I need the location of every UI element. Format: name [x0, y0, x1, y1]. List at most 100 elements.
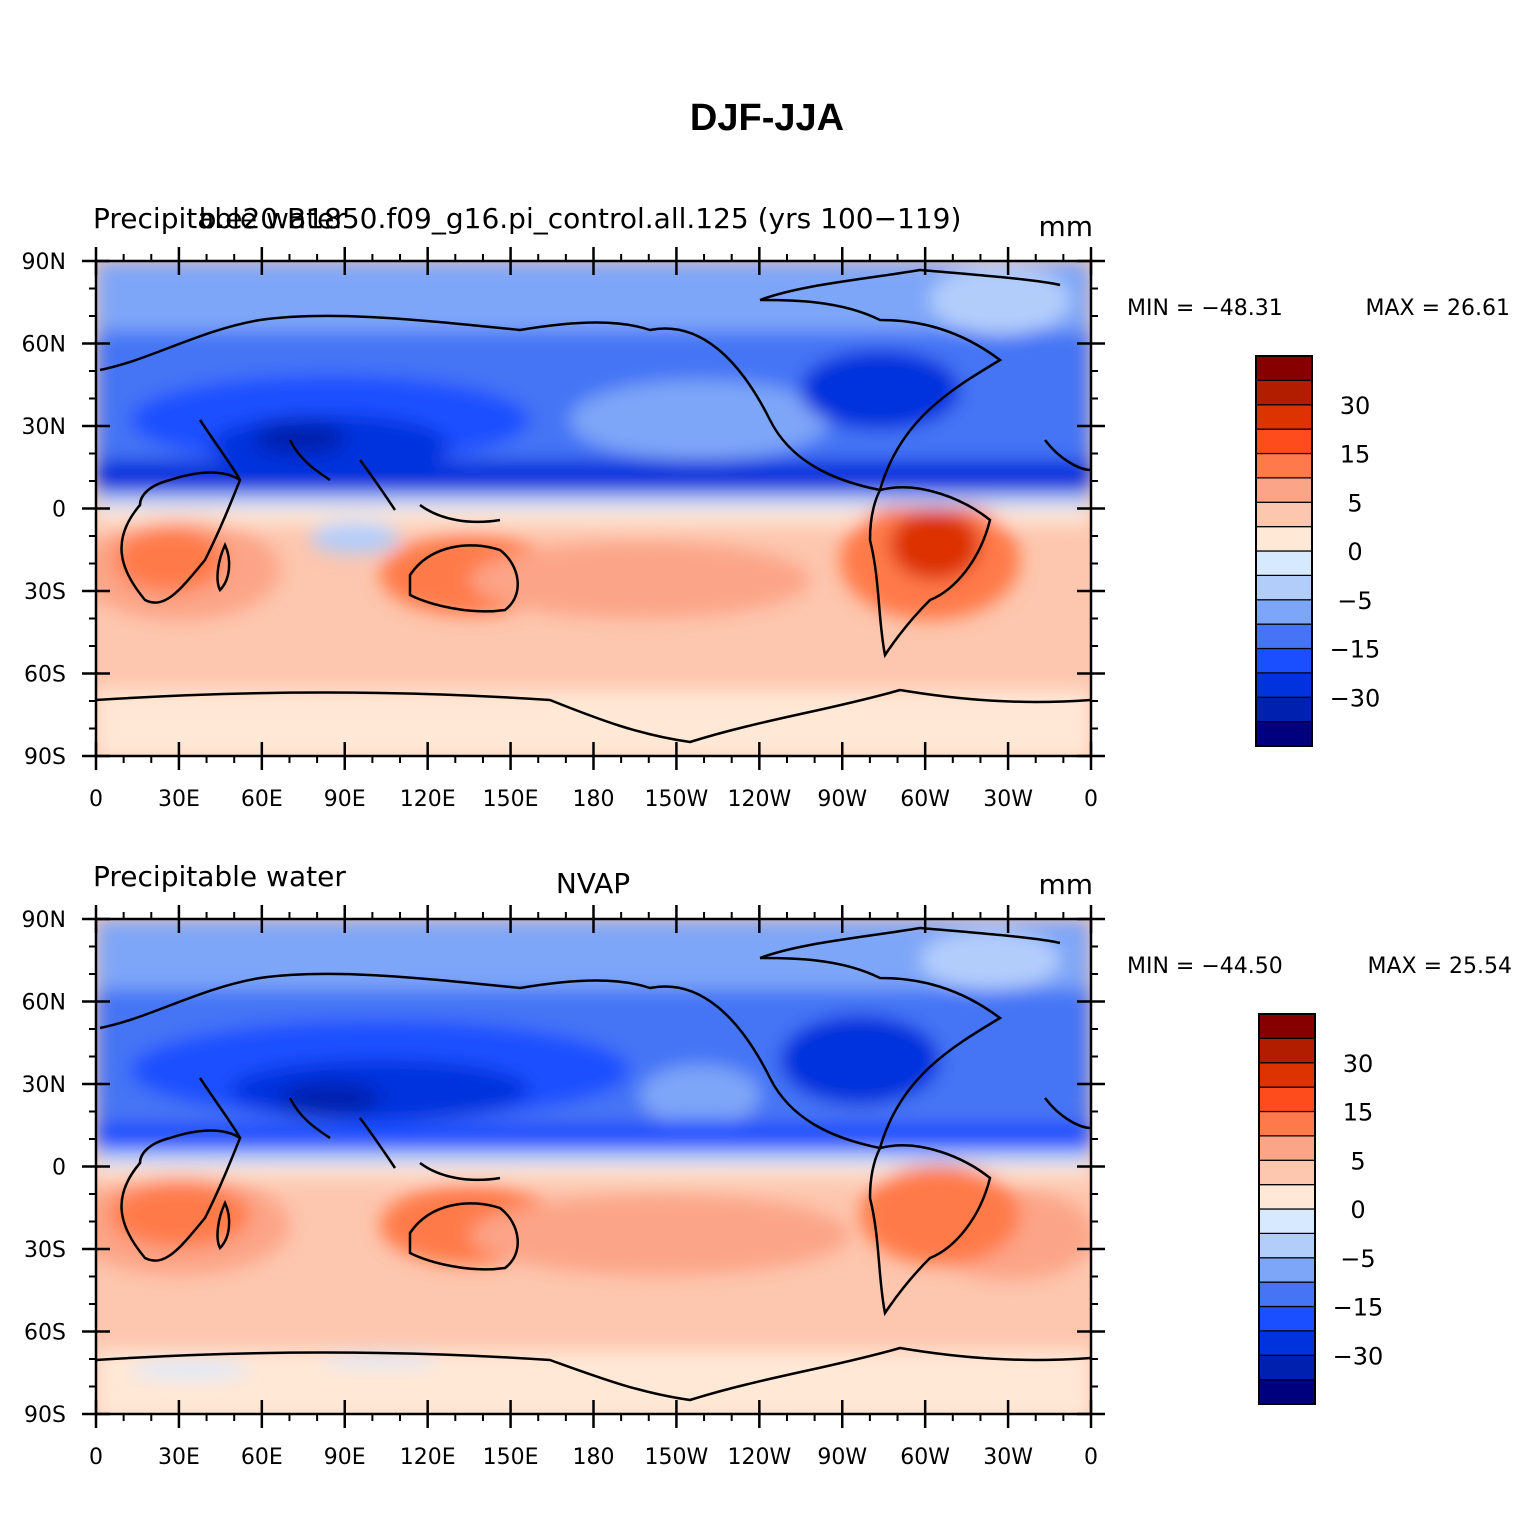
colorbar-swatch — [1255, 404, 1313, 430]
colorbar-swatch — [1258, 1281, 1316, 1308]
colorbar-swatch — [1255, 526, 1313, 552]
lon-tick-label: 30E — [158, 1445, 200, 1470]
lon-tick-label: 0 — [89, 1445, 103, 1470]
lon-tick-label: 180 — [573, 787, 615, 812]
lon-tick-label: 120W — [727, 787, 791, 812]
lat-tick-label: 30S — [24, 580, 66, 605]
panel-2-case-label: NVAP — [556, 867, 630, 900]
colorbar-swatch — [1258, 1354, 1316, 1381]
colorbar-swatch — [1258, 1232, 1316, 1259]
colorbar-label: 0 — [1347, 538, 1362, 566]
colorbar-label: 15 — [1343, 1099, 1374, 1127]
colorbar-swatch — [1255, 574, 1313, 601]
panel-2-colorbar: 30 15 5 0 −5 −15 −30 — [1258, 1013, 1384, 1405]
lat-tick-label: 60N — [22, 333, 66, 358]
panel-1-min-value: MIN = −48.31 — [1127, 296, 1283, 321]
lon-tick-label: 0 — [89, 787, 103, 812]
colorbar-label: −30 — [1330, 684, 1381, 712]
lon-tick-label: 150W — [645, 787, 709, 812]
panel-2-lat-axis: 90N 60N 30N 0 30S 60S 90S — [22, 908, 1105, 1428]
lat-tick-label: 90S — [24, 745, 66, 770]
lon-tick-label: 90E — [324, 787, 366, 812]
colorbar-frame — [1255, 355, 1313, 747]
lat-tick-label: 30N — [22, 415, 66, 440]
lon-tick-label: 60W — [900, 787, 950, 812]
colorbar-label: 0 — [1350, 1196, 1365, 1224]
lon-tick-label: 0 — [1084, 1445, 1098, 1470]
lat-tick-label: 0 — [52, 498, 66, 523]
map-panel-2: Precipitable water NVAP mm — [22, 860, 1512, 1470]
lat-tick-label: 30N — [22, 1073, 66, 1098]
colorbar-swatch — [1258, 1062, 1316, 1088]
lon-tick-label: 0 — [1084, 787, 1098, 812]
lon-tick-label: 60E — [241, 1445, 283, 1470]
colorbar-swatch — [1255, 623, 1313, 650]
lon-tick-label: 120E — [400, 787, 456, 812]
lon-tick-label: 150E — [483, 1445, 539, 1470]
lat-tick-label: 60S — [24, 663, 66, 688]
lon-tick-label: 30W — [983, 1445, 1033, 1470]
panel-1-units-label: mm — [1038, 210, 1093, 243]
panel-2-min-value: MIN = −44.50 — [1127, 954, 1283, 979]
lon-tick-label: 30W — [983, 787, 1033, 812]
colorbar-swatch — [1258, 1208, 1316, 1234]
colorbar-label: 5 — [1350, 1147, 1365, 1175]
colorbar-swatch — [1255, 672, 1313, 698]
lon-tick-label: 60W — [900, 1445, 950, 1470]
lat-tick-label: 30S — [24, 1238, 66, 1263]
panel-2-max-value: MAX = 25.54 — [1367, 954, 1512, 979]
panel-1-colorbar: 30 15 5 0 −5 −15 −30 — [1255, 355, 1381, 747]
lat-tick-label: 90S — [24, 1403, 66, 1428]
lat-tick-label: 90N — [22, 250, 66, 275]
colorbar-label: −15 — [1330, 636, 1381, 664]
colorbar-swatch — [1258, 1379, 1316, 1405]
colorbar-swatch — [1258, 1159, 1316, 1186]
figure-title: DJF-JJA — [690, 97, 844, 139]
lon-tick-label: 90E — [324, 1445, 366, 1470]
colorbar-label: −30 — [1333, 1342, 1384, 1370]
lon-tick-label: 150W — [645, 1445, 709, 1470]
panel-2-variable-label: Precipitable water — [93, 860, 346, 893]
panel-2-field — [96, 919, 1091, 1414]
colorbar-label: −15 — [1333, 1294, 1384, 1322]
colorbar-swatch — [1255, 428, 1313, 455]
panel-1-coastlines — [96, 268, 1091, 744]
lon-tick-label: 150E — [483, 787, 539, 812]
colorbar-swatch — [1255, 696, 1313, 723]
lat-tick-label: 60S — [24, 1321, 66, 1346]
colorbar-swatch — [1255, 452, 1313, 479]
colorbar-swatch — [1255, 721, 1313, 747]
colorbar-swatch — [1255, 477, 1313, 503]
lon-tick-label: 90W — [817, 787, 867, 812]
colorbar-label: −5 — [1340, 1245, 1375, 1273]
colorbar-swatch — [1258, 1135, 1316, 1161]
panel-1-variable-label: Precipitable water — [93, 202, 346, 235]
colorbar-swatch — [1258, 1305, 1316, 1332]
colorbar-swatch — [1255, 647, 1313, 674]
panel-1-field — [96, 261, 1091, 756]
colorbar-swatch — [1258, 1086, 1316, 1113]
panel-1-lon-axis: 0 30E 60E 90E 120E 150E 180 150W 120W 90W 60W 30W 0 — [89, 247, 1098, 812]
panel-1-case-label: b.e20.B1850.f09_g16.pi_control.all.125 (… — [199, 202, 962, 235]
colorbar-swatch — [1255, 599, 1313, 625]
lat-tick-label: 90N — [22, 908, 66, 933]
panel-2-lon-axis: 0 30E 60E 90E 120E 150E 180 150W 120W 90W 60W 30W 0 — [89, 905, 1098, 1470]
colorbar-label: 30 — [1343, 1050, 1374, 1078]
panel-1-max-value: MAX = 26.61 — [1365, 296, 1510, 321]
colorbar-swatch — [1258, 1330, 1316, 1356]
colorbar-label: 15 — [1340, 441, 1371, 469]
lat-tick-label: 0 — [52, 1156, 66, 1181]
colorbar-swatch — [1258, 1257, 1316, 1283]
panel-1-lat-axis: 90N 60N 30N 0 30S 60S 90S — [22, 250, 1105, 770]
colorbar-swatch — [1255, 379, 1313, 406]
map-panel-1: Precipitable water b.e20.B1850.f09_g16.p… — [22, 202, 1510, 812]
colorbar-label: −5 — [1337, 587, 1372, 615]
colorbar-swatch — [1258, 1013, 1316, 1039]
colorbar-swatch — [1255, 501, 1313, 528]
lon-tick-label: 90W — [817, 1445, 867, 1470]
colorbar-label: 5 — [1347, 489, 1362, 517]
colorbar-label: 30 — [1340, 392, 1371, 420]
panel-2-coastlines — [96, 926, 1091, 1402]
panel-2-units-label: mm — [1038, 868, 1093, 901]
